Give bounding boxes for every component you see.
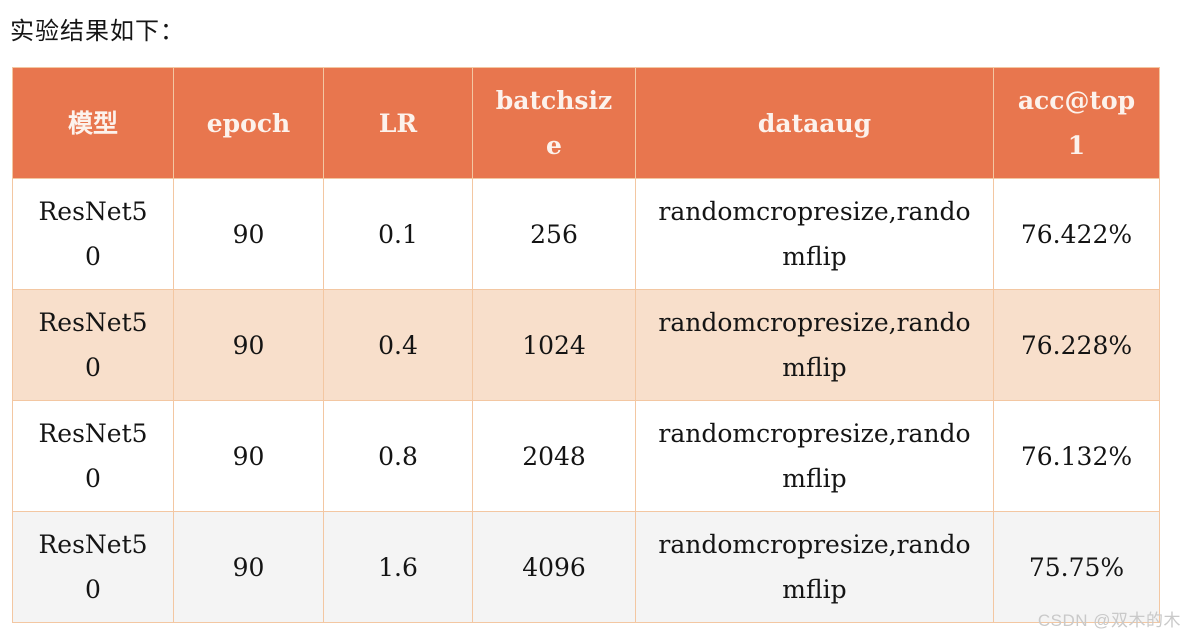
table-head: 模型 epoch LR batchsiz e dataaug acc@top 1 [12,67,1160,179]
cell-epoch: 90 [173,511,324,623]
cell-model: ResNet5 0 [12,400,174,512]
cell-model: ResNet5 0 [12,511,174,623]
header-cell-dataaug: dataaug [635,67,994,179]
table-header-row: 模型 epoch LR batchsiz e dataaug acc@top 1 [12,67,1160,179]
csdn-watermark: CSDN @双木的木 [1037,611,1181,630]
cell-model: ResNet5 0 [12,289,174,401]
cell-dataaug: randomcropresize,rando mflip [635,400,994,512]
cell-lr: 0.1 [323,178,473,290]
page-title: 实验结果如下： [10,18,185,45]
cell-acc-top1: 76.132% [993,400,1160,512]
cell-epoch: 90 [173,178,324,290]
table-row: ResNet5 0 90 0.4 1024 randomcropresize,r… [12,289,1160,401]
cell-acc-top1: 76.228% [993,289,1160,401]
table-row: ResNet5 0 90 0.1 256 randomcropresize,ra… [12,178,1160,290]
header-cell-lr: LR [323,67,473,179]
header-cell-epoch: epoch [173,67,324,179]
cell-epoch: 90 [173,289,324,401]
header-cell-batchsize: batchsiz e [472,67,636,179]
cell-acc-top1: 76.422% [993,178,1160,290]
cell-dataaug: randomcropresize,rando mflip [635,511,994,623]
cell-lr: 0.8 [323,400,473,512]
cell-dataaug: randomcropresize,rando mflip [635,178,994,290]
table-row: ResNet5 0 90 1.6 4096 randomcropresize,r… [12,511,1160,623]
header-cell-model: 模型 [12,67,174,179]
header-cell-acc-top1: acc@top 1 [993,67,1160,179]
cell-acc-top1: 75.75% [993,511,1160,623]
cell-batchsize: 2048 [472,400,636,512]
cell-batchsize: 1024 [472,289,636,401]
cell-batchsize: 4096 [472,511,636,623]
cell-batchsize: 256 [472,178,636,290]
cell-dataaug: randomcropresize,rando mflip [635,289,994,401]
cell-model: ResNet5 0 [12,178,174,290]
cell-epoch: 90 [173,400,324,512]
cell-lr: 0.4 [323,289,473,401]
experiment-results-table: 模型 epoch LR batchsiz e dataaug acc@top 1… [12,67,1160,623]
table-row: ResNet5 0 90 0.8 2048 randomcropresize,r… [12,400,1160,512]
table-body: ResNet5 0 90 0.1 256 randomcropresize,ra… [12,178,1160,623]
cell-lr: 1.6 [323,511,473,623]
